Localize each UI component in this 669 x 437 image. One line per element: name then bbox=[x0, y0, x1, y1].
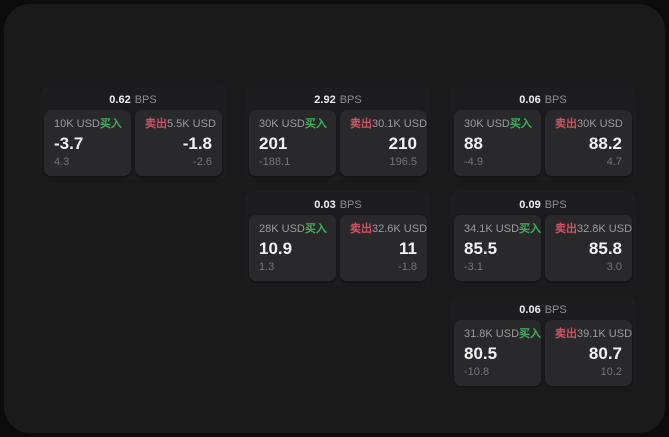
sell-change: -1.8 bbox=[398, 261, 417, 273]
buy-notional: 34.1K USD bbox=[464, 223, 520, 235]
bps-header: 0.03 BPS bbox=[249, 195, 427, 215]
buy-change: -4.9 bbox=[464, 156, 483, 168]
bps-value: 0.62 bbox=[109, 94, 131, 106]
bps-unit-label: BPS bbox=[134, 94, 157, 106]
sell-panel[interactable]: 卖出 32.6K USD 11 -1.8 bbox=[340, 215, 427, 281]
buy-price: 201 bbox=[259, 133, 288, 153]
sell-change: 3.0 bbox=[606, 261, 622, 273]
buy-price: 85.5 bbox=[464, 238, 498, 258]
bps-value: 0.09 bbox=[519, 199, 541, 211]
bps-header: 0.09 BPS bbox=[454, 195, 632, 215]
bps-value: 2.92 bbox=[314, 94, 336, 106]
bps-value: 0.06 bbox=[519, 304, 541, 316]
buy-panel[interactable]: 10K USD 买入 -3.7 4.3 bbox=[44, 110, 131, 176]
sell-change: 4.7 bbox=[606, 156, 622, 168]
quote-card: 2.92 BPS 30K USD 买入 201 -188.1 卖出 bbox=[245, 86, 431, 180]
sell-side-label: 卖出 bbox=[350, 118, 372, 130]
quote-column-2: 2.92 BPS 30K USD 买入 201 -188.1 卖出 bbox=[245, 86, 431, 285]
sell-notional: 32.6K USD bbox=[372, 223, 428, 235]
bps-unit-label: BPS bbox=[544, 304, 567, 316]
quote-card: 0.09 BPS 34.1K USD 买入 85.5 -3.1 卖出 bbox=[450, 191, 636, 285]
sell-panel[interactable]: 卖出 32.8K USD 85.8 3.0 bbox=[545, 215, 632, 281]
sell-notional: 32.8K USD bbox=[577, 223, 633, 235]
sell-change: -2.6 bbox=[193, 156, 212, 168]
buy-notional: 28K USD bbox=[259, 223, 305, 235]
buy-panel[interactable]: 30K USD 买入 88 -4.9 bbox=[454, 110, 541, 176]
bps-header: 0.06 BPS bbox=[454, 300, 632, 320]
sell-side-label: 卖出 bbox=[555, 118, 577, 130]
bps-header: 0.62 BPS bbox=[44, 90, 222, 110]
sell-notional: 30.1K USD bbox=[372, 118, 428, 130]
bps-value: 0.06 bbox=[519, 94, 541, 106]
sell-panel[interactable]: 卖出 5.5K USD -1.8 -2.6 bbox=[135, 110, 222, 176]
sell-panel[interactable]: 卖出 30K USD 88.2 4.7 bbox=[545, 110, 632, 176]
buy-change: -10.8 bbox=[464, 366, 490, 378]
buy-panel[interactable]: 34.1K USD 买入 85.5 -3.1 bbox=[454, 215, 541, 281]
sell-price: 80.7 bbox=[588, 343, 622, 363]
buy-notional: 30K USD bbox=[464, 118, 510, 130]
buy-notional: 10K USD bbox=[54, 118, 100, 130]
sell-side-label: 卖出 bbox=[145, 118, 167, 130]
bps-header: 0.06 BPS bbox=[454, 90, 632, 110]
buy-side-label: 买入 bbox=[304, 223, 327, 235]
sell-price: 11 bbox=[399, 238, 417, 258]
sell-side-label: 卖出 bbox=[555, 328, 577, 340]
quote-card: 0.03 BPS 28K USD 买入 10.9 1.3 卖出 bbox=[245, 191, 431, 285]
sell-side-label: 卖出 bbox=[555, 223, 577, 235]
sell-side-label: 卖出 bbox=[350, 223, 372, 235]
buy-sell-panels: 30K USD 买入 201 -188.1 卖出 30.1K USD 210 1… bbox=[249, 110, 427, 176]
buy-price: -3.7 bbox=[54, 133, 84, 153]
buy-change: 4.3 bbox=[54, 156, 70, 168]
sell-price: 85.8 bbox=[588, 238, 622, 258]
bps-unit-label: BPS bbox=[544, 199, 567, 211]
sell-change: 10.2 bbox=[600, 366, 622, 378]
buy-side-label: 买入 bbox=[519, 223, 542, 235]
buy-sell-panels: 31.8K USD 买入 80.5 -10.8 卖出 39.1K USD 80.… bbox=[454, 320, 632, 386]
quote-column-1: 0.62 BPS 10K USD 买入 -3.7 4.3 卖出 bbox=[40, 86, 226, 180]
buy-panel[interactable]: 30K USD 买入 201 -188.1 bbox=[249, 110, 336, 176]
bps-value: 0.03 bbox=[314, 199, 336, 211]
buy-sell-panels: 34.1K USD 买入 85.5 -3.1 卖出 32.8K USD 85.8… bbox=[454, 215, 632, 281]
sell-panel[interactable]: 卖出 30.1K USD 210 196.5 bbox=[340, 110, 427, 176]
sell-price: 210 bbox=[388, 133, 417, 153]
bps-header: 2.92 BPS bbox=[249, 90, 427, 110]
buy-side-label: 买入 bbox=[99, 118, 122, 130]
buy-side-label: 买入 bbox=[519, 328, 542, 340]
buy-side-label: 买入 bbox=[509, 118, 532, 130]
buy-price: 80.5 bbox=[464, 343, 498, 363]
buy-panel[interactable]: 31.8K USD 买入 80.5 -10.8 bbox=[454, 320, 541, 386]
quote-card: 0.62 BPS 10K USD 买入 -3.7 4.3 卖出 bbox=[40, 86, 226, 180]
sell-change: 196.5 bbox=[389, 156, 417, 168]
buy-panel[interactable]: 28K USD 买入 10.9 1.3 bbox=[249, 215, 336, 281]
quote-board: 0.62 BPS 10K USD 买入 -3.7 4.3 卖出 bbox=[40, 86, 636, 390]
bps-unit-label: BPS bbox=[544, 94, 567, 106]
buy-side-label: 买入 bbox=[304, 118, 327, 130]
buy-change: -188.1 bbox=[259, 156, 291, 168]
buy-sell-panels: 10K USD 买入 -3.7 4.3 卖出 5.5K USD -1.8 -2.… bbox=[44, 110, 222, 176]
buy-change: 1.3 bbox=[259, 261, 275, 273]
sell-notional: 39.1K USD bbox=[577, 328, 633, 340]
app-window: 0.62 BPS 10K USD 买入 -3.7 4.3 卖出 bbox=[4, 4, 665, 433]
buy-price: 88 bbox=[464, 133, 483, 153]
sell-notional: 30K USD bbox=[577, 118, 623, 130]
buy-sell-panels: 28K USD 买入 10.9 1.3 卖出 32.6K USD 11 -1.8 bbox=[249, 215, 427, 281]
sell-price: -1.8 bbox=[182, 133, 212, 153]
sell-panel[interactable]: 卖出 39.1K USD 80.7 10.2 bbox=[545, 320, 632, 386]
buy-sell-panels: 30K USD 买入 88 -4.9 卖出 30K USD 88.2 4.7 bbox=[454, 110, 632, 176]
buy-price: 10.9 bbox=[259, 238, 293, 258]
bps-unit-label: BPS bbox=[339, 199, 362, 211]
sell-price: 88.2 bbox=[588, 133, 622, 153]
quote-card: 0.06 BPS 31.8K USD 买入 80.5 -10.8 卖 bbox=[450, 296, 636, 390]
sell-notional: 5.5K USD bbox=[167, 118, 216, 130]
quote-column-3: 0.06 BPS 30K USD 买入 88 -4.9 卖出 bbox=[450, 86, 636, 390]
buy-change: -3.1 bbox=[464, 261, 483, 273]
quote-card: 0.06 BPS 30K USD 买入 88 -4.9 卖出 bbox=[450, 86, 636, 180]
buy-notional: 30K USD bbox=[259, 118, 305, 130]
buy-notional: 31.8K USD bbox=[464, 328, 520, 340]
bps-unit-label: BPS bbox=[339, 94, 362, 106]
